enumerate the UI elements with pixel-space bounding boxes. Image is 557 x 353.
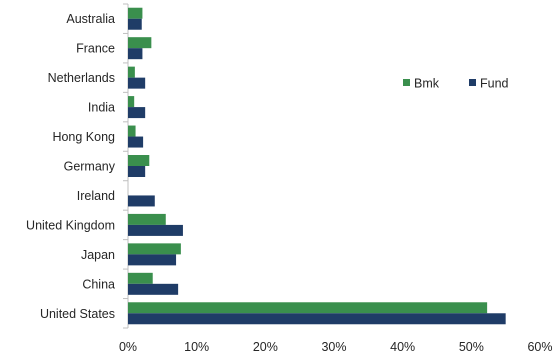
category-label: United Kingdom [26, 218, 115, 232]
bar-fund-france [128, 48, 143, 60]
bar-fund-united-states [128, 313, 506, 325]
bar-bmk-france [128, 37, 152, 49]
x-tick-label: 20% [253, 340, 278, 353]
legend-swatch-bmk [403, 79, 410, 86]
bar-fund-ireland [128, 195, 155, 207]
bar-fund-netherlands [128, 77, 146, 89]
bar-bmk-hong-kong [128, 125, 136, 137]
bar-fund-united-kingdom [128, 224, 183, 236]
legend-label-bmk: Bmk [414, 77, 440, 91]
bar-bmk-germany [128, 155, 150, 166]
category-label: United States [40, 307, 115, 321]
bar-bmk-australia [128, 7, 143, 19]
category-label: Hong Kong [52, 130, 115, 144]
x-tick-label: 50% [459, 340, 484, 353]
category-label: France [76, 42, 115, 56]
bar-bmk-india [128, 96, 135, 108]
category-label: China [82, 277, 115, 291]
category-label: Germany [64, 160, 116, 174]
x-tick-label: 40% [390, 340, 415, 353]
bar-fund-australia [128, 18, 142, 30]
x-tick-label: 60% [527, 340, 552, 353]
x-tick-label: 10% [184, 340, 209, 353]
bar-fund-japan [128, 254, 177, 266]
bar-fund-hong-kong [128, 136, 144, 148]
bar-bmk-netherlands [128, 66, 135, 78]
labels-layer: 0% 10% 20% 30% 40% 50% 60% Australia France Nethe… [26, 12, 552, 353]
bar-fund-germany [128, 166, 146, 177]
bar-fund-china [128, 283, 179, 295]
category-label: Netherlands [48, 71, 115, 85]
bar-bmk-china [128, 272, 153, 284]
axis-layer [123, 3, 129, 329]
bar-bmk-united-kingdom [128, 213, 166, 225]
x-tick-label: 30% [321, 340, 346, 353]
legend-label-fund: Fund [480, 77, 509, 91]
bar-bmk-japan [128, 243, 181, 255]
x-tick-label: 0% [119, 340, 137, 353]
bars-layer [128, 7, 506, 325]
category-label: Ireland [77, 189, 115, 203]
legend: Bmk Fund [403, 77, 509, 91]
legend-swatch-fund [469, 79, 476, 86]
bar-bmk-united-states [128, 302, 488, 314]
category-label: India [88, 101, 115, 115]
category-label: Japan [81, 248, 115, 262]
bar-fund-india [128, 107, 146, 119]
category-label: Australia [66, 12, 115, 26]
